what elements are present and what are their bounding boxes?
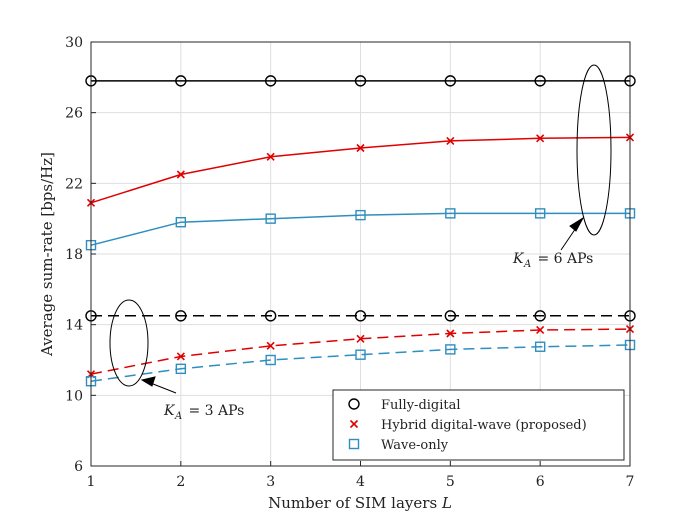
point-fully-digital-3aps-circle-marker [264,310,277,322]
x-marker-stroke [176,352,185,361]
annotation-6aps: K A = 6 APs [512,251,593,270]
y-tick-label: 30 [65,35,83,51]
x-tick-label: 6 [536,474,545,490]
point-wave-only-3aps-square-marker [265,354,276,366]
point-hybrid-digital-wave-proposed-6aps-x-marker [356,143,365,153]
point-wave-only-6aps-square-marker [355,209,366,221]
legend-label-wave-only: Wave-only [381,438,449,453]
point-fully-digital-3aps-circle-marker [175,310,187,322]
point-hybrid-digital-wave-proposed-3aps-x-marker [446,329,455,338]
series-fully-digital-6aps [85,75,636,87]
point-wave-only-3aps-square-marker [534,341,546,352]
tick-labels: 1 2 3 4 5 6 7 6 10 14 18 22 26 30 [65,35,634,490]
legend-circle-marker [348,398,360,410]
series [85,75,636,387]
x-axis-label: Number of SIM layers L [268,494,452,512]
point-wave-only-6aps-square-marker [175,216,187,228]
annotation-marks [109,64,612,394]
x-marker-stroke [536,325,545,335]
point-fully-digital-6aps-circle-marker [444,75,457,87]
legend-label-hybrid: Hybrid digital-wave (proposed) [381,418,587,433]
arrow-head-3aps [140,376,156,387]
point-hybrid-digital-wave-proposed-6aps-x-marker [536,134,545,143]
legend-x-marker [349,419,359,429]
point-hybrid-digital-wave-proposed-3aps-x-marker [356,334,365,343]
plot-frame [90,41,631,467]
x-tick-label: 7 [626,474,635,490]
annotation-3aps-sub: A [174,411,182,422]
series-line-wave-only-3aps [90,344,631,382]
x-axis-label-var: L [441,494,452,512]
annotation-6aps-sub: A [523,259,531,270]
x-tick-label: 4 [356,474,365,490]
x-tick-label: 2 [176,474,185,490]
y-tick-label: 6 [74,459,83,475]
annotation-3aps: K A = 3 APs [163,403,244,422]
point-hybrid-digital-wave-proposed-6aps-x-marker [446,136,455,145]
x-marker-stroke [176,170,185,179]
point-hybrid-digital-wave-proposed-3aps-x-marker [266,341,275,350]
point-wave-only-3aps-square-marker [445,344,456,355]
point-wave-only-3aps-square-marker [175,363,187,375]
x-marker-stroke [446,329,455,338]
y-tick-label: 18 [65,247,83,263]
annotation-3aps-text: = 3 APs [184,403,244,419]
series-hybrid-digital-wave-proposed-6aps [86,133,635,207]
point-hybrid-digital-wave-proposed-6aps-x-marker [266,152,275,161]
annotation-6aps-text: = 6 APs [533,251,593,267]
legend: Fully-digital Hybrid digital-wave (propo… [332,389,625,461]
legend-box [332,389,625,461]
x-tick-label: 1 [87,474,96,490]
x-tick-label: 5 [446,474,455,490]
x-marker-stroke [356,143,365,153]
x-marker-stroke [266,152,275,161]
point-fully-digital-6aps-circle-marker [264,75,277,87]
y-axis-label: Average sum-rate [bps/Hz] [38,152,56,357]
point-hybrid-digital-wave-proposed-6aps-x-marker [176,170,185,179]
point-wave-only-3aps-square-marker [355,349,366,360]
series-line-wave-only-6aps [90,212,630,246]
x-marker-stroke [536,134,545,143]
x-marker-stroke [446,136,455,145]
y-tick-label: 14 [65,318,83,334]
point-fully-digital-6aps-circle-marker [175,75,187,87]
annotation-3aps-var: K [163,403,176,419]
y-tick-label: 26 [65,106,83,122]
y-tick-label: 22 [65,176,83,192]
point-fully-digital-6aps-circle-marker [354,75,367,87]
point-fully-digital-3aps-circle-marker [534,310,546,322]
legend-square-marker [348,438,360,450]
point-wave-only-6aps-square-marker [265,213,276,224]
arrow-head-6aps [569,216,585,232]
point-fully-digital-6aps-circle-marker [534,75,546,87]
legend-markers [348,398,360,450]
point-hybrid-digital-wave-proposed-3aps-x-marker [176,352,185,361]
ellipse-6aps [576,64,612,236]
point-fully-digital-3aps-circle-marker [354,310,367,322]
point-wave-only-6aps-square-marker [445,208,456,219]
point-fully-digital-3aps-circle-marker [444,310,457,322]
x-marker-stroke [349,419,359,429]
legend-label-fully-digital: Fully-digital [381,398,461,413]
x-axis-label-text: Number of SIM layers [268,494,437,512]
x-marker-stroke [356,334,365,343]
x-tick-label: 3 [266,474,275,490]
ellipse-3aps [109,299,149,387]
point-hybrid-digital-wave-proposed-3aps-x-marker [536,325,545,335]
point-wave-only-6aps-square-marker [534,208,546,219]
x-marker-stroke [266,341,275,350]
annotation-6aps-var: K [512,251,525,267]
y-tick-label: 10 [65,388,83,404]
